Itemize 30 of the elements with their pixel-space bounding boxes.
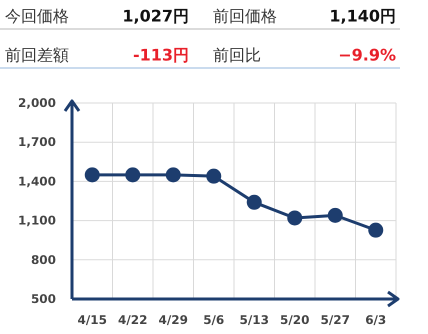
x-tick-label: 6/3 — [365, 313, 386, 327]
y-tick-label: 2,000 — [18, 96, 56, 110]
y-tick-label: 800 — [30, 252, 56, 267]
x-tick-label: 4/15 — [78, 313, 107, 327]
text: 今回価格 — [5, 6, 69, 26]
text: 前回比 — [213, 46, 261, 64]
text: -113円 — [132, 46, 189, 64]
text: 前回価格 — [213, 6, 277, 26]
point — [287, 210, 302, 226]
x-tick-label: 4/29 — [158, 313, 188, 327]
x-tick-label: 5/27 — [320, 313, 350, 327]
y-tick-label: 1,700 — [18, 135, 56, 150]
x-tick-label: 5/13 — [240, 313, 269, 327]
y-tick-label: 500 — [30, 292, 56, 306]
point — [368, 222, 384, 238]
text: 1,140円 — [329, 6, 396, 26]
x-tick-label: 4/22 — [118, 313, 148, 327]
text: 1,027円 — [122, 6, 189, 26]
point — [246, 194, 262, 210]
y-tick-label: 1,400 — [18, 174, 56, 188]
text: −9.9% — [338, 46, 396, 64]
x-tick-label: 5/20 — [280, 313, 310, 327]
y-tick-label: 1,100 — [18, 214, 56, 228]
point — [84, 167, 100, 182]
text: 前回差額 — [5, 46, 69, 64]
point — [166, 167, 181, 182]
point — [328, 208, 343, 223]
x-tick-label: 5/6 — [203, 313, 224, 327]
point — [206, 168, 222, 184]
point — [125, 167, 140, 182]
